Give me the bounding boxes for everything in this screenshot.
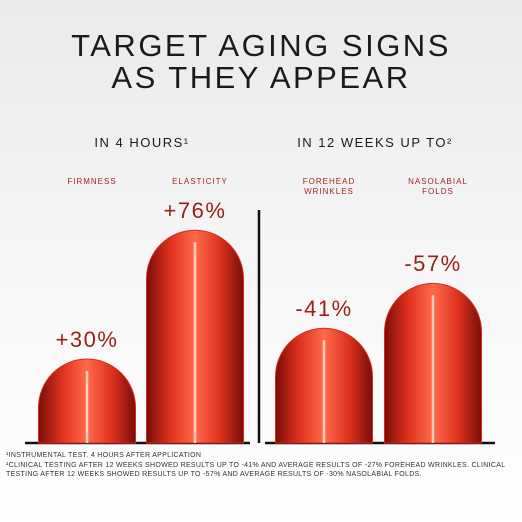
value-label: -57% xyxy=(404,251,462,277)
bar-group xyxy=(275,327,373,444)
value-label: +30% xyxy=(55,327,119,352)
category-label: NASOLABIAL FOLDS xyxy=(408,177,468,196)
footnote: ¹INSTRUMENTAL TEST. 4 HOURS AFTER APPLIC… xyxy=(6,452,202,459)
value-label: -41% xyxy=(295,296,353,322)
category-label: FIRMNESS xyxy=(67,177,117,186)
subtitle: IN 4 HOURS¹ xyxy=(94,135,190,150)
footnote: ²CLINICAL TESTING AFTER 12 WEEKS SHOWED … xyxy=(6,461,506,479)
category-label: ELASTICITY xyxy=(172,177,228,186)
category-label: FOREHEAD WRINKLES xyxy=(302,177,356,196)
title-line: TARGET AGING SIGNS xyxy=(71,28,451,63)
value-label: +76% xyxy=(163,198,227,224)
bar-group xyxy=(38,358,136,444)
bar-group xyxy=(146,229,244,444)
subtitle: IN 12 WEEKS UP TO² xyxy=(297,135,453,150)
title-line: AS THEY APPEAR xyxy=(111,60,411,95)
bar-group xyxy=(384,282,482,444)
